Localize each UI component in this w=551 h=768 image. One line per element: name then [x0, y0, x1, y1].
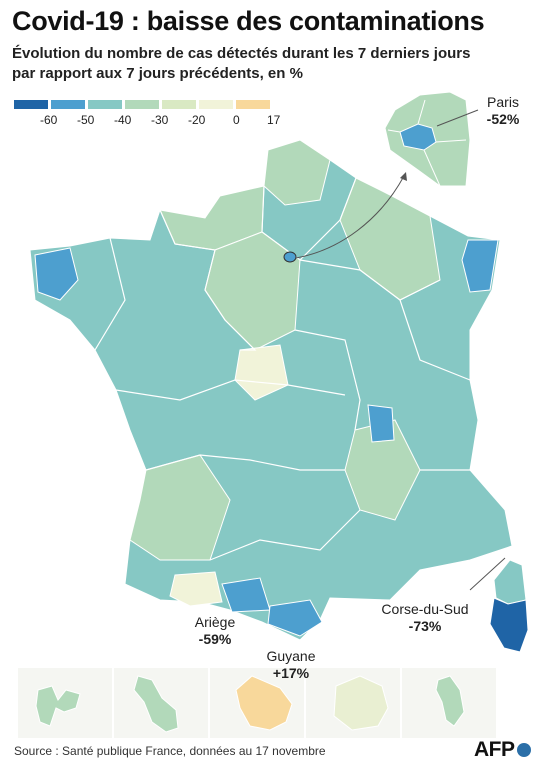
callout-paris-name: Paris: [487, 94, 519, 110]
corse-divider-line: [469, 557, 506, 591]
callout-corse-name: Corse-du-Sud: [381, 601, 469, 617]
legend-label: 17: [267, 113, 281, 127]
haute-corse: [493, 559, 527, 605]
callout-paris-value: -52%: [486, 111, 520, 127]
legend-label: -20: [188, 113, 206, 127]
region-alsace: [461, 239, 499, 293]
paris-marker: [283, 251, 297, 263]
callout-corse-value: -73%: [408, 618, 442, 634]
legend-swatch: [14, 100, 48, 109]
department-borders: [94, 177, 471, 561]
callout-guyane-name: Guyane: [266, 648, 316, 664]
region-limousin: [234, 344, 289, 401]
legend-label: -50: [77, 113, 95, 127]
guyane: [235, 675, 293, 731]
callout-corse: Corse-du-Sud -73%: [370, 601, 480, 635]
reunion: [333, 675, 389, 731]
region-finistere: [34, 247, 79, 301]
guadeloupe: [35, 685, 81, 727]
legend-label: -40: [114, 113, 132, 127]
paris-leader-line: [436, 109, 479, 127]
chart-title: Covid-19 : baisse des contaminations: [12, 6, 485, 36]
corse-du-sud: [489, 597, 529, 653]
callout-ariege-value: -59%: [198, 631, 232, 647]
subtitle-line-2: par rapport aux 7 jours précédents, en %: [12, 65, 303, 82]
legend-swatch: [162, 100, 196, 109]
paris-arrow-head: [400, 172, 407, 181]
legend-swatch: [236, 100, 270, 109]
paris-inset-borders: [387, 99, 467, 187]
afp-logo-dot-icon: [516, 743, 531, 757]
legend-swatch: [88, 100, 122, 109]
callout-guyane: Guyane +17%: [256, 648, 326, 682]
legend-swatch: [51, 100, 85, 109]
region-pyrenees-orientales: [267, 599, 323, 637]
mayotte: [435, 675, 465, 727]
chart-subtitle: Évolution du nombre de cas détectés dura…: [12, 44, 542, 84]
legend-swatch: [199, 100, 233, 109]
region-nord: [263, 139, 331, 206]
legend-label: -60: [40, 113, 58, 127]
region-haute-loire: [367, 404, 395, 443]
callout-guyane-value: +17%: [272, 665, 310, 681]
martinique: [133, 675, 179, 733]
afp-logo: AFP: [474, 738, 531, 762]
legend-swatch: [125, 100, 159, 109]
color-legend: [14, 100, 273, 109]
legend-label: 0: [233, 113, 240, 127]
callout-ariege-name: Ariège: [194, 614, 236, 630]
legend-labels: -60 -50 -40 -30 -20 0 17: [14, 113, 294, 129]
subtitle-line-1: Évolution du nombre de cas détectés dura…: [12, 45, 471, 62]
region-haute-garonne: [169, 571, 223, 607]
callout-ariege: Ariège -59%: [180, 614, 250, 648]
legend-label: -30: [151, 113, 169, 127]
source-note: Source : Santé publique France, données …: [14, 744, 326, 758]
callout-paris: Paris -52%: [474, 94, 532, 128]
paris-arrow: [295, 175, 405, 259]
region-aquitaine: [129, 454, 231, 561]
